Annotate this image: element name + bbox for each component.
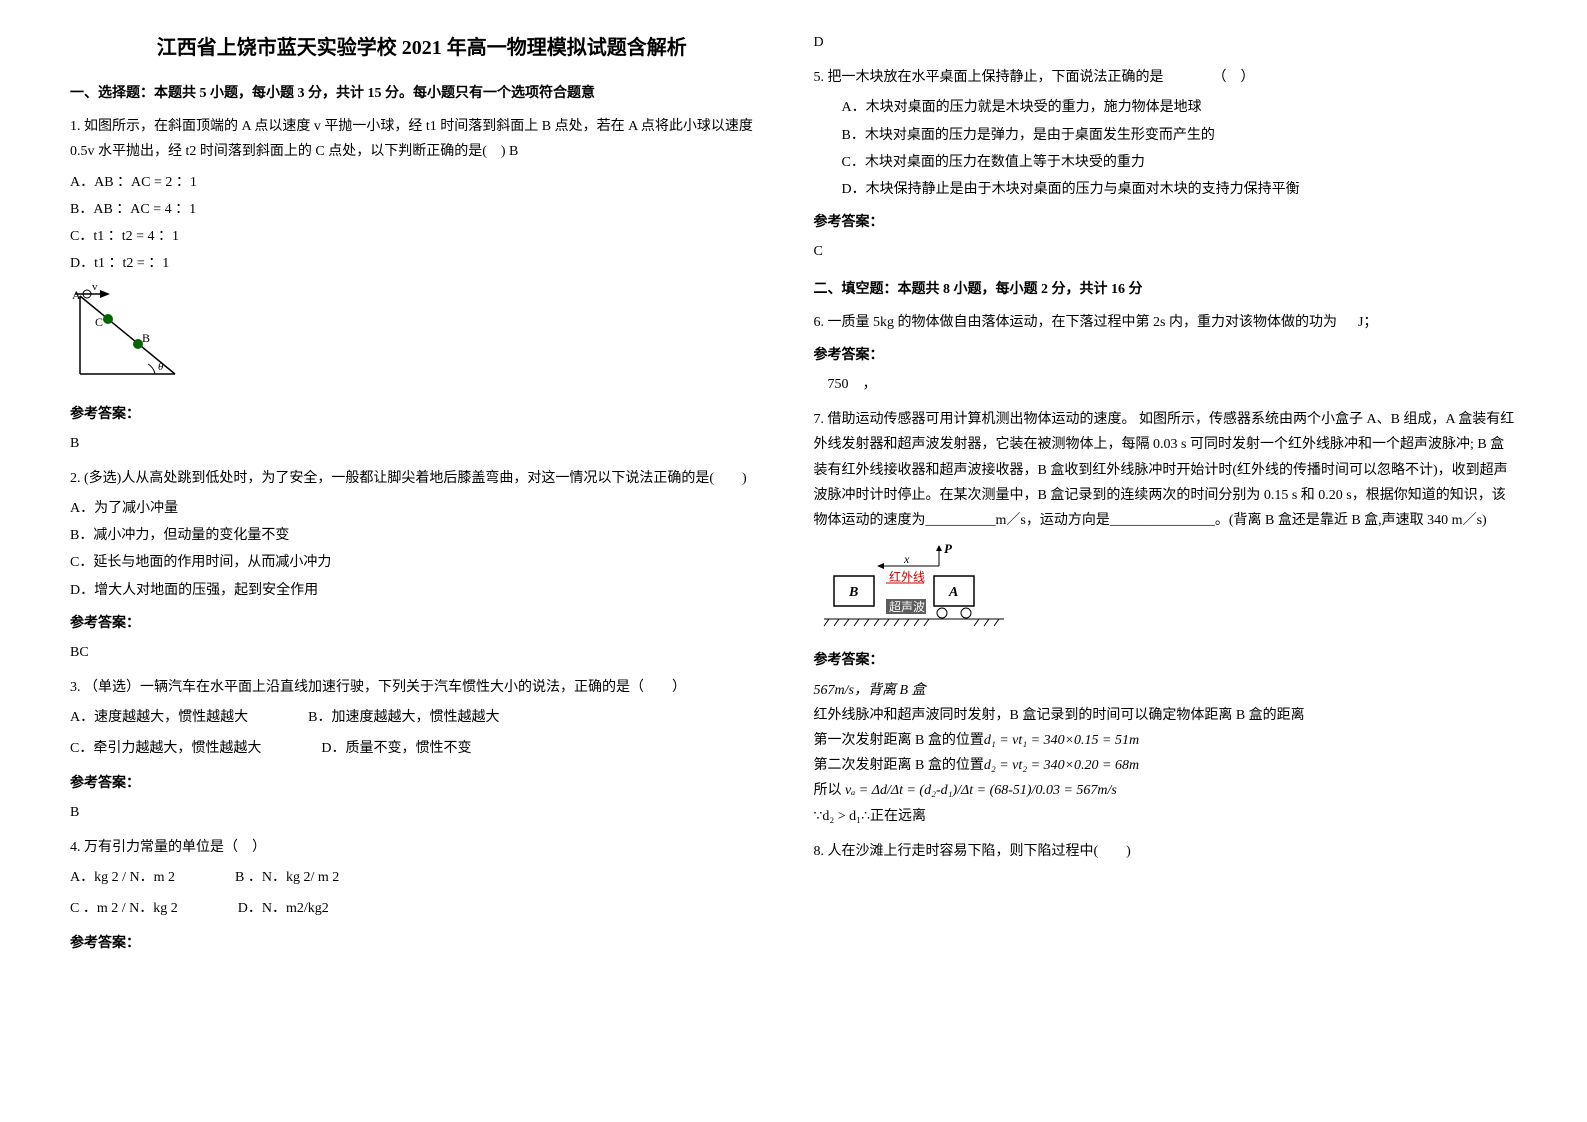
q1-opt-b: B．AB ：AC = 4 ：1 bbox=[70, 197, 774, 222]
section2-title: 二、填空题：本题共 8 小题，每小题 2 分，共计 16 分 bbox=[814, 277, 1518, 302]
answer-label-1: 参考答案： bbox=[70, 402, 774, 427]
q1-opt-c: C．t1 ：t2 = 4 ：1 bbox=[70, 224, 774, 249]
q7-ans-line5: 所以 vₐ = Δd/Δt = (d₂-d₁)/Δt = (68-51)/0.0… bbox=[814, 778, 1518, 803]
svg-text:C: C bbox=[95, 315, 103, 329]
q1-opt-d: D．t1 ：t2 = ：1 bbox=[70, 251, 774, 276]
q2-text: 2. (多选)人从高处跳到低处时，为了安全，一般都让脚尖着地后膝盖弯曲，对这一情… bbox=[70, 466, 774, 491]
q1-text: 1. 如图所示，在斜面顶端的 A 点以速度 v 平抛一小球，经 t1 时间落到斜… bbox=[70, 114, 774, 164]
q4-answer: D bbox=[814, 30, 1518, 55]
svg-text:A: A bbox=[948, 585, 958, 600]
answer-label-5: 参考答案： bbox=[814, 210, 1518, 235]
svg-text:P: P bbox=[944, 541, 953, 556]
q4-opt-d: D．N．m2/kg2 bbox=[238, 896, 329, 921]
q8-text: 8. 人在沙滩上行走时容易下陷，则下陷过程中( ) bbox=[814, 839, 1518, 864]
answer-label-2: 参考答案： bbox=[70, 611, 774, 636]
q2-opt-a: A．为了减小冲量 bbox=[70, 496, 774, 521]
svg-text:x: x bbox=[903, 552, 910, 566]
question-3: 3. （单选）一辆汽车在水平面上沿直线加速行驶，下列关于汽车惯性大小的说法，正确… bbox=[70, 675, 774, 763]
question-2: 2. (多选)人从高处跳到低处时，为了安全，一般都让脚尖着地后膝盖弯曲，对这一情… bbox=[70, 466, 774, 603]
answer-label-7: 参考答案： bbox=[814, 648, 1518, 673]
q5-opt-d: D．木块保持静止是由于木块对桌面的压力与桌面对木块的支持力保持平衡 bbox=[842, 177, 1518, 202]
q5-answer: C bbox=[814, 239, 1518, 264]
q7-text: 7. 借助运动传感器可用计算机测出物体运动的速度。 如图所示，传感器系统由两个小… bbox=[814, 407, 1518, 533]
svg-text:B: B bbox=[142, 331, 150, 345]
question-8: 8. 人在沙滩上行走时容易下陷，则下陷过程中( ) bbox=[814, 839, 1518, 864]
q7-ans-line4: 第二次发射距离 B 盒的位置d₂ = vt₂ = 340×0.20 = 68m bbox=[814, 753, 1518, 778]
question-1: 1. 如图所示，在斜面顶端的 A 点以速度 v 平抛一小球，经 t1 时间落到斜… bbox=[70, 114, 774, 393]
q3-text: 3. （单选）一辆汽车在水平面上沿直线加速行驶，下列关于汽车惯性大小的说法，正确… bbox=[70, 675, 774, 700]
q4-opt-c: C ．m 2 / N．kg 2 bbox=[70, 896, 178, 921]
q7-ans-line6: ∵d₂ > d₁∴正在远离 bbox=[814, 804, 1518, 829]
question-5: 5. 把一木块放在水平桌面上保持静止，下面说法正确的是 （ ） A．木块对桌面的… bbox=[814, 65, 1518, 202]
q4-text: 4. 万有引力常量的单位是（ ） bbox=[70, 835, 774, 860]
q2-opt-d: D．增大人对地面的压强，起到安全作用 bbox=[70, 578, 774, 603]
q3-answer: B bbox=[70, 800, 774, 825]
q5-opt-a: A．木块对桌面的压力就是木块受的重力，施力物体是地球 bbox=[842, 95, 1518, 120]
page-title: 江西省上饶市蓝天实验学校 2021 年高一物理模拟试题含解析 bbox=[70, 30, 774, 66]
q7-ans-line1: 567m/s，背离 B 盒 bbox=[814, 678, 1518, 703]
svg-text:红外线: 红外线 bbox=[889, 569, 925, 584]
answer-label-4: 参考答案： bbox=[70, 931, 774, 956]
answer-label-3: 参考答案： bbox=[70, 771, 774, 796]
q6-text: 6. 一质量 5kg 的物体做自由落体运动，在下落过程中第 2s 内，重力对该物… bbox=[814, 310, 1518, 335]
q3-opt-d: D．质量不变，惯性不变 bbox=[321, 736, 471, 761]
q4-opt-a: A．kg 2 / N．m 2 bbox=[70, 865, 175, 890]
answer-label-6: 参考答案： bbox=[814, 343, 1518, 368]
question-6: 6. 一质量 5kg 的物体做自由落体运动，在下落过程中第 2s 内，重力对该物… bbox=[814, 310, 1518, 335]
q3-opt-c: C．牵引力越越大，惯性越越大 bbox=[70, 736, 261, 761]
q1-answer: B bbox=[70, 431, 774, 456]
q4-opt-b: B ．N．kg 2/ m 2 bbox=[235, 865, 339, 890]
q2-opt-b: B．减小冲力，但动量的变化量不变 bbox=[70, 523, 774, 548]
q3-opt-b: B．加速度越越大，惯性越越大 bbox=[308, 705, 499, 730]
q5-opt-b: B．木块对桌面的压力是弹力，是由于桌面发生形变而产生的 bbox=[842, 123, 1518, 148]
section1-title: 一、选择题：本题共 5 小题，每小题 3 分，共计 15 分。每小题只有一个选项… bbox=[70, 81, 774, 106]
q2-answer: BC bbox=[70, 640, 774, 665]
svg-text:θ: θ bbox=[158, 361, 164, 373]
question-4: 4. 万有引力常量的单位是（ ） A．kg 2 / N．m 2 B ．N．kg … bbox=[70, 835, 774, 923]
q2-opt-c: C．延长与地面的作用时间，从而减小冲力 bbox=[70, 550, 774, 575]
q1-diagram: A v C B θ bbox=[70, 284, 774, 393]
q5-text: 5. 把一木块放在水平桌面上保持静止，下面说法正确的是 （ ） bbox=[814, 65, 1518, 90]
svg-text:B: B bbox=[848, 585, 858, 600]
q7-diagram: P x 红外线 B A 超声波 超声波 bbox=[814, 541, 1518, 640]
question-7: 7. 借助运动传感器可用计算机测出物体运动的速度。 如图所示，传感器系统由两个小… bbox=[814, 407, 1518, 640]
q7-ans-line3: 第一次发射距离 B 盒的位置d₁ = vt₁ = 340×0.15 = 51m bbox=[814, 728, 1518, 753]
q3-opt-a: A．速度越越大，惯性越越大 bbox=[70, 705, 248, 730]
q1-opt-a: A．AB ：AC = 2 ：1 bbox=[70, 170, 774, 195]
q7-ans-line2: 红外线脉冲和超声波同时发射，B 盒记录到的时间可以确定物体距离 B 盒的距离 bbox=[814, 703, 1518, 728]
q6-answer: 750 ， bbox=[814, 372, 1518, 397]
q7-answer: 567m/s，背离 B 盒 红外线脉冲和超声波同时发射，B 盒记录到的时间可以确… bbox=[814, 678, 1518, 829]
svg-text:v: v bbox=[92, 284, 98, 293]
svg-text:超声波: 超声波 bbox=[889, 599, 925, 614]
q5-opt-c: C．木块对桌面的压力在数值上等于木块受的重力 bbox=[842, 150, 1518, 175]
